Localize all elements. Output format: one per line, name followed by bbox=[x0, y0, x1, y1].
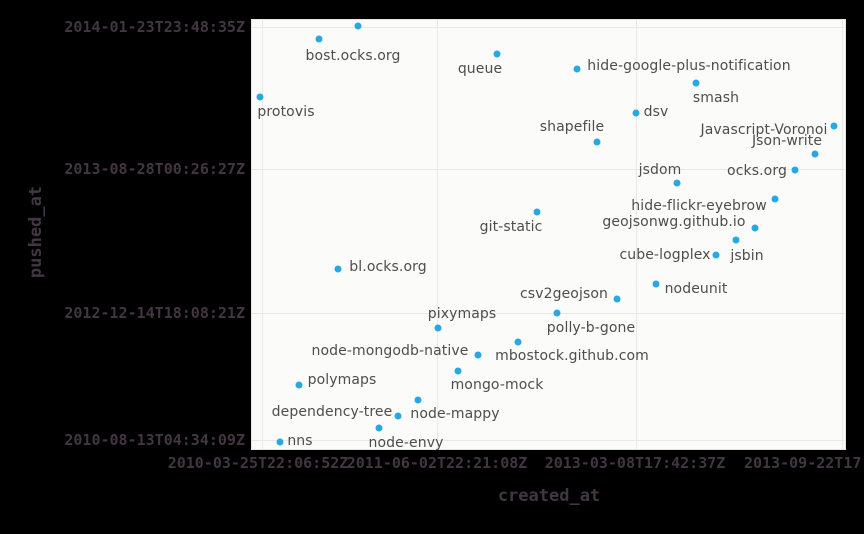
data-point bbox=[354, 22, 362, 30]
point-label: bost.ocks.org bbox=[305, 48, 401, 64]
data-point bbox=[514, 338, 522, 346]
point-label: shapefile bbox=[539, 119, 605, 135]
point-label: git-static bbox=[479, 219, 543, 235]
y-gridline bbox=[251, 313, 846, 314]
data-point bbox=[454, 367, 462, 375]
data-point bbox=[830, 122, 838, 130]
point-label: ocks.org bbox=[727, 163, 787, 179]
data-point bbox=[791, 166, 799, 174]
point-label: nodeunit bbox=[664, 281, 728, 297]
data-point bbox=[315, 35, 323, 43]
data-point bbox=[533, 208, 541, 216]
data-point bbox=[652, 280, 660, 288]
y-tick-label: 2010-08-13T04:34:09Z bbox=[64, 431, 245, 449]
point-label: Json-write bbox=[751, 133, 823, 149]
point-label: dsv bbox=[643, 104, 669, 120]
point-label: csv2geojson bbox=[520, 286, 608, 302]
point-label: protovis bbox=[257, 104, 315, 120]
x-tick-label: 2013-03-08T17:42:37Z bbox=[544, 454, 726, 472]
point-label: mbostock.github.com bbox=[495, 348, 649, 364]
x-tick-label: 2011-06-02T22:21:08Z bbox=[346, 454, 528, 472]
point-label: nns bbox=[287, 433, 313, 449]
data-point bbox=[276, 438, 284, 446]
point-label: node-mongodb-native bbox=[311, 343, 469, 359]
point-label: jsbin bbox=[730, 248, 764, 264]
point-label: bl.ocks.org bbox=[349, 259, 427, 275]
point-label: polly-b-gone bbox=[546, 320, 636, 336]
data-point bbox=[732, 236, 740, 244]
point-label: jsdom bbox=[638, 162, 682, 178]
data-point bbox=[334, 265, 342, 273]
data-point bbox=[692, 79, 700, 87]
data-point bbox=[474, 351, 482, 359]
data-point bbox=[295, 381, 303, 389]
y-tick-label: 2014-01-23T23:48:35Z bbox=[64, 18, 245, 36]
y-gridline bbox=[251, 27, 846, 28]
x-gridline bbox=[636, 19, 637, 450]
data-point bbox=[394, 412, 402, 420]
data-point bbox=[434, 324, 442, 332]
point-label: hide-flickr-eyebrow bbox=[631, 198, 767, 214]
point-label: polymaps bbox=[307, 372, 377, 388]
data-point bbox=[712, 251, 720, 259]
x-gridline bbox=[262, 19, 263, 450]
point-label: geojsonwg.github.io bbox=[602, 214, 746, 230]
point-label: hide-google-plus-notification bbox=[587, 58, 791, 74]
point-label: queue bbox=[457, 61, 503, 77]
x-gridline bbox=[842, 19, 843, 450]
x-tick-label: 2013-09-22T17 bbox=[744, 454, 862, 472]
point-label: pixymaps bbox=[427, 306, 497, 322]
data-point bbox=[256, 93, 264, 101]
point-label: mongo-mock bbox=[450, 377, 544, 393]
point-label: cube-logplex bbox=[619, 247, 711, 263]
data-point bbox=[632, 109, 640, 117]
data-point bbox=[593, 138, 601, 146]
y-tick-label: 2012-12-14T18:08:21Z bbox=[64, 304, 245, 322]
data-point bbox=[493, 50, 501, 58]
data-point bbox=[573, 65, 581, 73]
x-axis-title: created_at bbox=[497, 486, 601, 506]
data-point bbox=[613, 295, 621, 303]
data-point bbox=[751, 224, 759, 232]
data-point bbox=[673, 179, 681, 187]
data-point bbox=[771, 195, 779, 203]
x-tick-label: 2010-03-25T22:06:52Z bbox=[167, 454, 349, 472]
point-label: smash bbox=[692, 90, 740, 106]
y-tick-label: 2013-08-28T00:26:27Z bbox=[64, 160, 245, 178]
data-point bbox=[414, 396, 422, 404]
y-gridline bbox=[251, 440, 846, 441]
data-point bbox=[375, 424, 383, 432]
y-gridline bbox=[251, 169, 846, 170]
point-label: Javascript-Voronoi bbox=[700, 122, 828, 138]
point-label: node-mappy bbox=[410, 406, 500, 422]
point-label: node-envy bbox=[368, 435, 444, 451]
data-point bbox=[553, 309, 561, 317]
plot-panel bbox=[251, 19, 846, 450]
x-gridline bbox=[437, 19, 438, 450]
y-axis-title: pushed_at bbox=[26, 185, 46, 279]
data-point bbox=[811, 150, 819, 158]
point-label: dependency-tree bbox=[271, 404, 393, 420]
